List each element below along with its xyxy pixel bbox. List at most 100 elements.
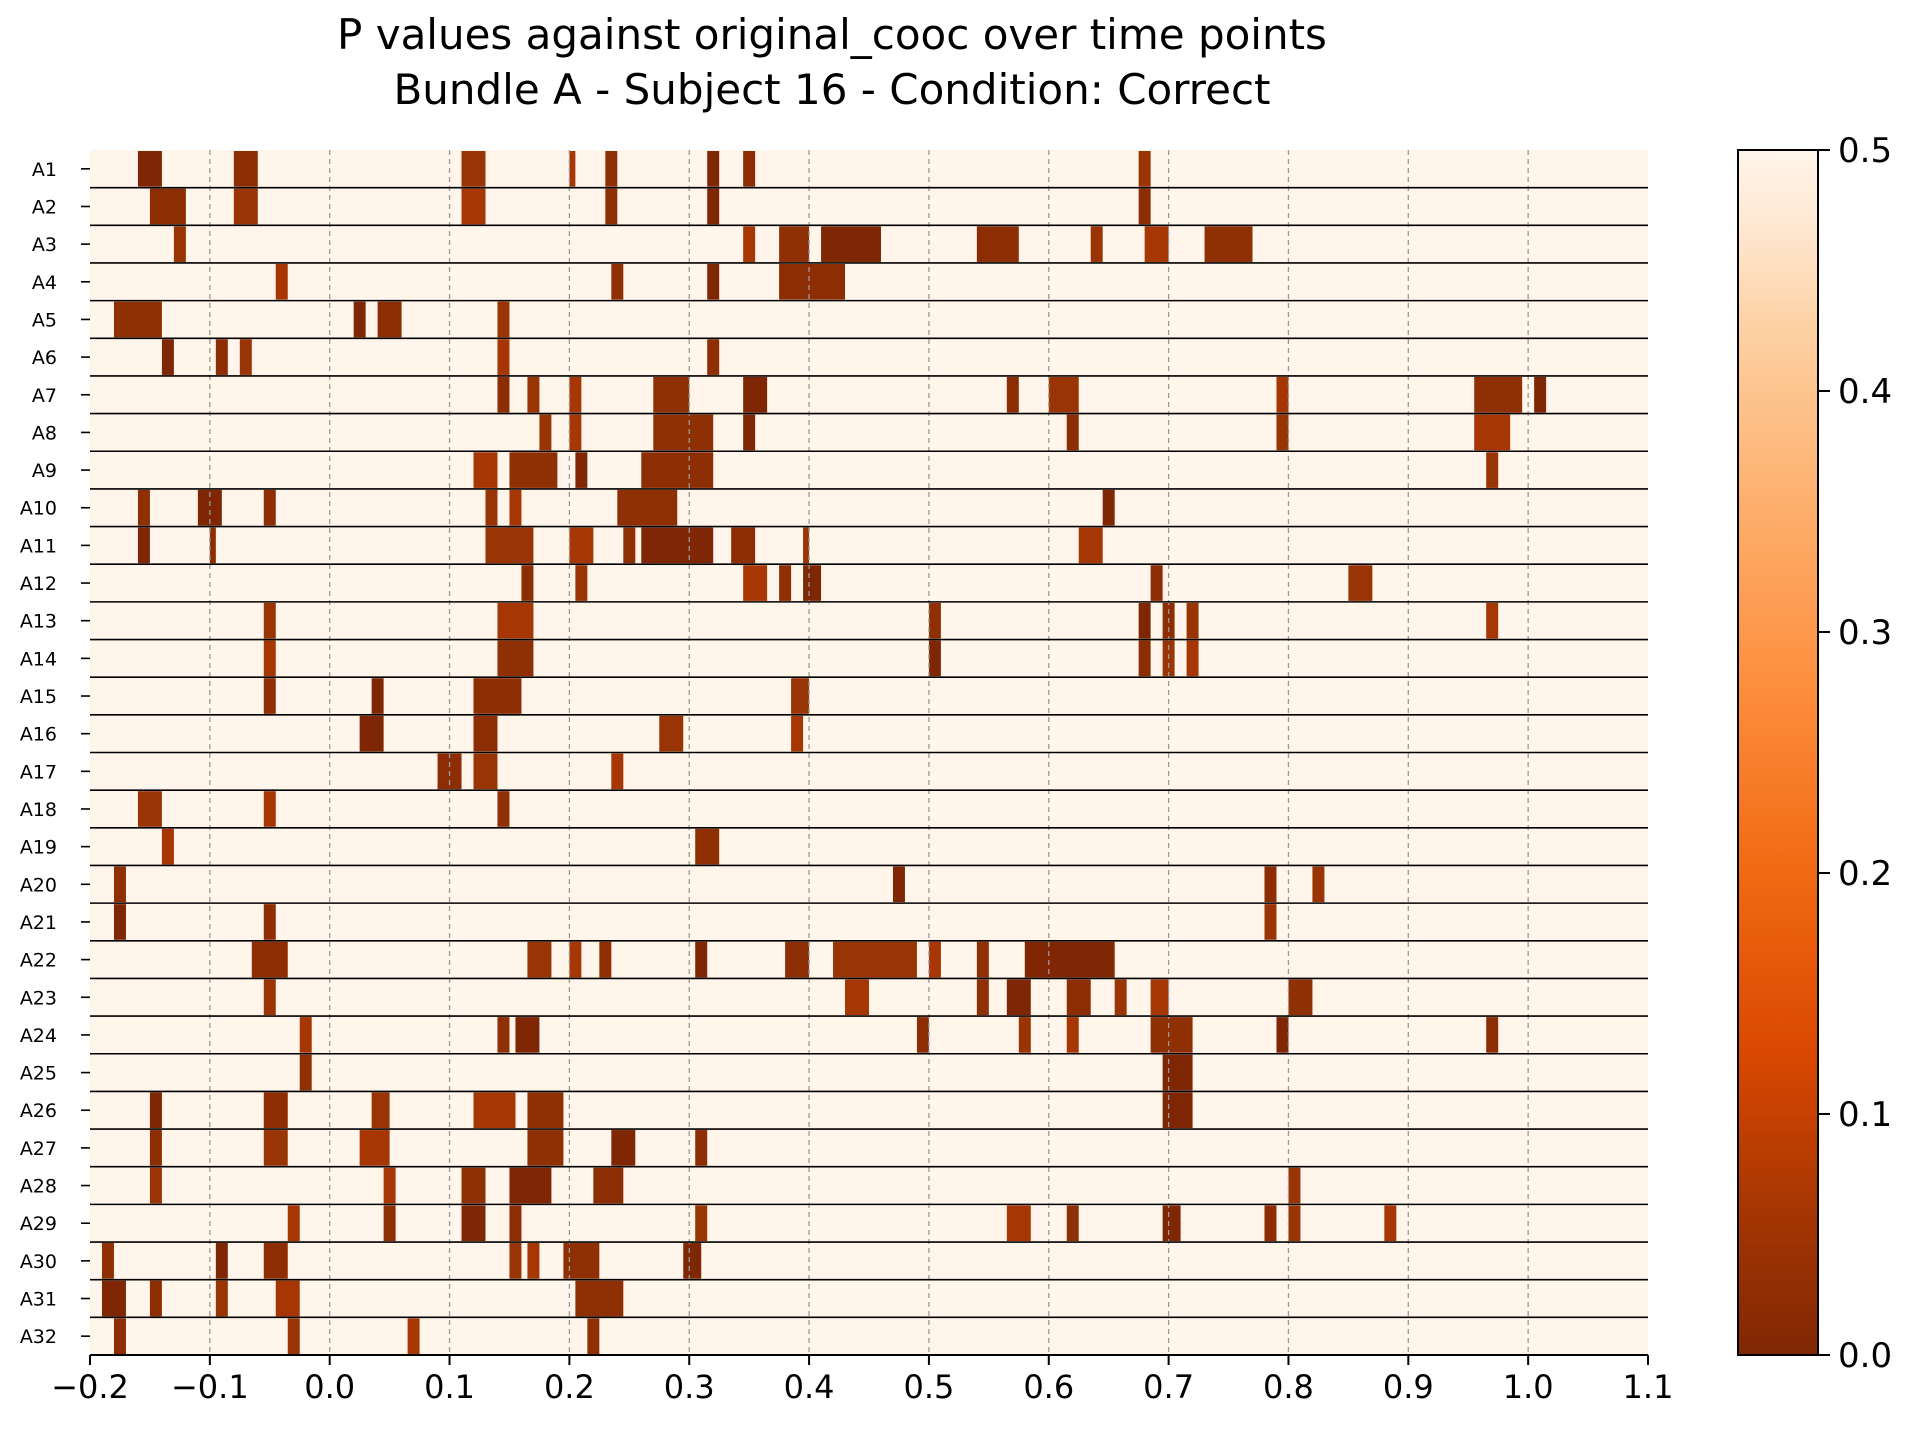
- heatmap-cell: [383, 1205, 396, 1242]
- heatmap-cell: [233, 188, 258, 225]
- heatmap-cell: [101, 1280, 126, 1317]
- chart-title: P values against original_cooc over time…: [337, 10, 1327, 59]
- heatmap-cell: [527, 1243, 540, 1279]
- heatmap-cell: [371, 678, 384, 714]
- heatmap-cell: [149, 1092, 162, 1129]
- heatmap-cell: [575, 565, 588, 601]
- heatmap-cell: [743, 376, 768, 413]
- heatmap-cell: [161, 339, 174, 375]
- heatmap-cell: [473, 753, 498, 790]
- heatmap-cell: [113, 1318, 126, 1354]
- heatmap-cell: [803, 527, 810, 564]
- heatmap-cell: [599, 941, 612, 978]
- heatmap-cell: [299, 1054, 312, 1091]
- heatmap-cell: [359, 1130, 390, 1166]
- heatmap-cell: [976, 226, 1019, 262]
- heatmap-cell: [1138, 602, 1151, 639]
- plot-area: A1 A2 A3 A4 A5 A6 A7 A8 A9 A10 A11 A12 A13 A14 A15 A16 A…: [20, 150, 1673, 1406]
- heatmap-cell: [263, 1092, 288, 1129]
- y-tick-label: A6: [32, 347, 57, 369]
- heatmap-cell: [928, 941, 941, 978]
- y-tick-label: A14: [20, 648, 57, 670]
- heatmap-cell: [743, 226, 756, 262]
- x-axis: −0.2 −0.1 0.0 0.1 0.2 0.3 0.4 0.5 0.6 0.7 0.8 0.9 1.…: [51, 1354, 1673, 1406]
- heatmap-cell: [461, 188, 486, 225]
- heatmap-cell: [371, 1092, 390, 1129]
- heatmap-cell: [791, 715, 804, 752]
- y-tick-label: A23: [20, 987, 57, 1009]
- y-tick-label: A20: [20, 874, 57, 896]
- heatmap-cell: [1114, 979, 1127, 1016]
- heatmap-cell: [527, 1130, 564, 1166]
- heatmap-cell: [149, 1167, 162, 1204]
- heatmap-cell: [473, 452, 498, 488]
- heatmap-cell: [779, 565, 792, 601]
- x-tick-label: 0.7: [1143, 1368, 1194, 1406]
- y-tick-label: A7: [32, 385, 57, 407]
- heatmap-cell: [976, 979, 989, 1016]
- heatmap-cell: [113, 301, 162, 338]
- heatmap-cell: [1006, 979, 1031, 1016]
- y-tick-label: A8: [32, 422, 57, 444]
- heatmap-cell: [695, 1130, 708, 1166]
- heatmap-cell: [1384, 1205, 1397, 1242]
- heatmap-cell: [275, 1280, 300, 1317]
- heatmap-cell: [1186, 640, 1199, 677]
- heatmap-cell: [743, 414, 756, 451]
- heatmap-cell: [497, 602, 534, 639]
- heatmap-cell: [161, 828, 174, 865]
- x-tick-label: 0.9: [1383, 1368, 1434, 1406]
- heatmap-cell: [113, 866, 126, 903]
- heatmap-cell: [803, 565, 822, 601]
- heatmap-cell: [611, 753, 624, 790]
- heatmap-cell: [623, 527, 636, 564]
- heatmap-cell: [1312, 866, 1325, 903]
- row-separators: [90, 186, 1648, 1319]
- heatmap-cell: [1048, 376, 1079, 413]
- heatmap-cell: [779, 226, 810, 262]
- heatmap-cell: [497, 640, 534, 677]
- heatmap-cell: [263, 640, 276, 677]
- heatmap-cell: [1474, 414, 1511, 451]
- x-tick-label: 0.2: [544, 1368, 595, 1406]
- heatmap-cell: [1150, 1017, 1193, 1053]
- heatmap-cell: [1264, 1205, 1277, 1242]
- heatmap-cell: [527, 376, 540, 413]
- heatmap-cell: [251, 941, 288, 978]
- heatmap-cell: [497, 791, 510, 827]
- heatmap-cell: [779, 263, 846, 300]
- heatmap-cell: [497, 1017, 510, 1053]
- heatmap-cell: [497, 301, 510, 338]
- y-axis: A1 A2 A3 A4 A5 A6 A7 A8 A9 A10 A11 A12 A13 A14 A15 A16 A…: [20, 159, 90, 1348]
- y-tick-label: A27: [20, 1138, 57, 1160]
- heatmap-cell: [515, 1017, 540, 1053]
- heatmap-cell: [833, 941, 917, 978]
- heatmap-cell: [485, 527, 534, 564]
- heatmap-cell: [1288, 1205, 1301, 1242]
- heatmap-cell: [611, 263, 624, 300]
- heatmap-cell: [1066, 1205, 1079, 1242]
- heatmap-cell: [1144, 226, 1169, 262]
- heatmap-cell: [1078, 527, 1103, 564]
- vertical-gridlines: [209, 150, 1529, 1355]
- heatmap-cell: [137, 791, 162, 827]
- y-tick-label: A4: [32, 272, 57, 294]
- heatmap-cell: [215, 1280, 228, 1317]
- y-tick-label: A26: [20, 1100, 57, 1122]
- heatmap-cell: [461, 1167, 486, 1204]
- x-tick-label: 0.1: [424, 1368, 475, 1406]
- x-tick-label: 1.0: [1503, 1368, 1554, 1406]
- y-tick-label: A10: [20, 498, 57, 520]
- heatmap-cell: [916, 1017, 929, 1053]
- heatmap-cell: [1150, 979, 1169, 1016]
- heatmap-cell: [695, 941, 708, 978]
- heatmap-cell: [383, 1167, 396, 1204]
- heatmap-cell: [1006, 1205, 1031, 1242]
- heatmap-cell: [275, 263, 288, 300]
- heatmap-cell: [707, 339, 720, 375]
- heatmap-cell: [137, 151, 162, 187]
- y-tick-label: A3: [32, 234, 57, 256]
- heatmap-cell: [137, 489, 150, 526]
- heatmap-cell: [101, 1243, 114, 1279]
